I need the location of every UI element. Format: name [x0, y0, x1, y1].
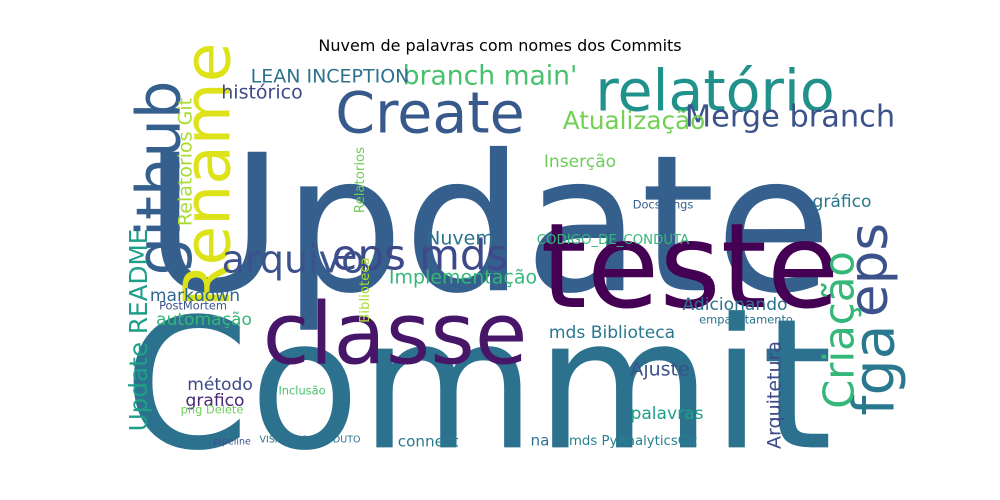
- word-historico: histórico: [221, 82, 302, 104]
- word-inclusao: Inclusão: [278, 384, 325, 398]
- word-arquitetura: Arquitetura: [764, 341, 786, 449]
- word-update-readme: Update README: [124, 229, 153, 432]
- word-relatorios-git: Relatorios Git: [175, 98, 197, 226]
- word-arquivo: arquivo: [222, 238, 365, 282]
- chart-title: Nuvem de palavras com nomes dos Commits: [318, 36, 682, 55]
- word-palavras: palavras: [630, 404, 703, 424]
- word-empacotamento: empacotamento: [699, 313, 793, 327]
- word-branch-main: branch main': [403, 61, 578, 92]
- word-docstrings: Docstrings: [633, 198, 694, 212]
- word-codigo-de-conduta: CODIGO_DE_CONDUTA: [537, 233, 689, 248]
- word-visao-do-produto: VISAO_DO_PRODUTO: [260, 435, 361, 446]
- word-eps-mds: eps mds: [332, 231, 508, 280]
- word-mds-pyanalyticsgit: mds PyAnalyticsGit: [569, 434, 697, 449]
- word-eps: eps: [838, 223, 900, 317]
- word-teste: teste: [541, 198, 840, 335]
- word-connect: connect: [398, 433, 459, 451]
- word-relatorios: Relatorios: [353, 147, 368, 213]
- word-pipeline: pipeline: [213, 437, 251, 448]
- word-grafico: grafico: [186, 391, 245, 411]
- word-postmortem: PostMortem: [159, 299, 227, 313]
- word-mds-biblioteca: mds Biblioteca: [549, 323, 675, 343]
- word-create: Create: [335, 81, 524, 147]
- word-fga: fga: [842, 324, 908, 415]
- word-merge-branch: Merge branch: [685, 100, 895, 135]
- word-implementacao: Implementação: [389, 267, 537, 289]
- word-biblioteca: Biblioteca: [358, 257, 373, 323]
- word-rename: Rename: [171, 43, 246, 308]
- word-relatorio: relatório: [595, 59, 834, 125]
- word-criacao: Criação: [815, 251, 864, 409]
- word-insercao: Inserção: [544, 152, 616, 172]
- word-automacao: automação: [156, 310, 252, 330]
- word-commit: Commit: [123, 279, 832, 490]
- word-github: github: [125, 81, 195, 276]
- word-nuvem: Nuvem: [426, 228, 494, 250]
- word-atualizacao: Atualização: [563, 106, 706, 135]
- word-ajuste: Ajuste: [630, 359, 689, 381]
- word-classe: classe: [263, 285, 528, 384]
- word-na: na: [531, 432, 550, 450]
- word-markdown: markdown: [150, 286, 240, 306]
- word-lean-inception: LEAN INCEPTION: [251, 66, 410, 88]
- word-update: Update: [144, 114, 832, 335]
- word-grafico: gráfico: [813, 192, 872, 212]
- word-metodo: método: [187, 375, 253, 395]
- word-adicionando: Adicionando: [682, 295, 787, 315]
- word-png-delete: png Delete: [181, 403, 244, 417]
